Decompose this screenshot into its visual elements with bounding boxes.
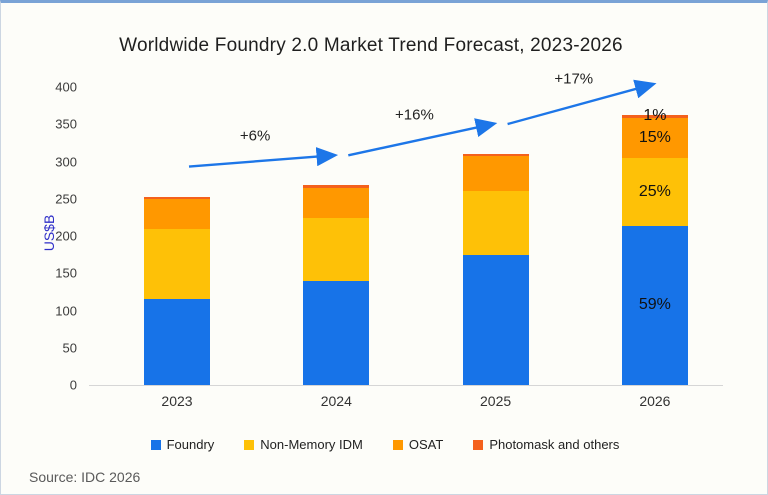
- growth-arrow: [188, 147, 339, 168]
- legend-item-label: OSAT: [408, 437, 444, 452]
- bar-segment-photomask-and-others: [462, 154, 529, 157]
- x-axis-line: [89, 385, 723, 386]
- bar-segment-photomask-and-others: [144, 196, 210, 199]
- segment-percent-label: 15%: [638, 128, 671, 146]
- legend-marker-icon: [244, 439, 255, 450]
- y-tick-label: 350: [55, 116, 77, 132]
- segment-percent-label: 25%: [638, 182, 671, 200]
- y-tick-label: 200: [55, 228, 77, 244]
- growth-arrows: [188, 79, 657, 168]
- bar-segment-foundry: [303, 281, 370, 385]
- growth-label: +6%: [239, 127, 271, 145]
- legend-marker-icon: [392, 439, 403, 450]
- x-axis-label: 2024: [320, 393, 352, 409]
- legend-item-label: Non-Memory IDM: [260, 437, 363, 452]
- bar-segment-non-memory-idm: [144, 228, 210, 299]
- source-note: Source: IDC 2026: [29, 469, 141, 485]
- bar-segment-photomask-and-others: [303, 185, 370, 188]
- bar-segment-foundry: [144, 298, 210, 385]
- legend-item-photomask-and-others: Photomask and others: [473, 437, 619, 452]
- bar-segment-non-memory-idm: [462, 190, 529, 256]
- growth-arrow: [348, 118, 498, 157]
- plot-area: 0 50 100 150 200 250 300 350 400 2023 2024 2025 59% 2…: [1, 3, 767, 494]
- bar-segment-non-memory-idm: [621, 157, 688, 226]
- growth-arrow: [507, 79, 657, 126]
- bar-segment-non-memory-idm: [303, 218, 370, 282]
- x-axis-label: 2025: [480, 393, 512, 409]
- growth-label: +16%: [395, 106, 434, 124]
- growth-label: +17%: [554, 70, 594, 88]
- bar-segment-photomask-and-others: [621, 114, 688, 118]
- legend: Foundry Non-Memory IDM OSAT Photomask and o…: [1, 437, 767, 452]
- bar-segment-osat: [303, 187, 370, 219]
- chart-title: Worldwide Foundry 2.0 Market Trend Forec…: [119, 35, 623, 56]
- legend-item-label: Foundry: [166, 437, 215, 452]
- legend-item-non-memory-idm: Non-Memory IDM: [244, 437, 363, 452]
- y-tick-label: 50: [62, 340, 77, 356]
- x-axis-label: 2023: [161, 393, 193, 409]
- bar-segment-foundry: [462, 255, 529, 385]
- legend-marker-icon: [150, 439, 161, 450]
- y-tick-label: 150: [55, 265, 77, 281]
- y-tick-label: 250: [55, 191, 77, 207]
- legend-item-foundry: Foundry: [150, 437, 215, 452]
- segment-percent-label: 59%: [638, 296, 671, 314]
- bar-segment-osat: [621, 117, 688, 158]
- legend-item-label: Photomask and others: [489, 437, 620, 452]
- legend-item-osat: OSAT: [392, 437, 444, 452]
- y-tick-label: 300: [55, 154, 77, 169]
- y-tick-label: 100: [55, 303, 77, 318]
- x-axis-label: 2026: [639, 393, 671, 409]
- legend-marker-icon: [473, 439, 484, 450]
- bar-segment-foundry: [621, 225, 688, 385]
- y-tick-label: 0: [69, 377, 77, 393]
- y-tick-label: 400: [55, 79, 77, 95]
- bar-segment-osat: [462, 156, 529, 191]
- segment-percent-label: 1%: [643, 107, 667, 125]
- bar-segment-osat: [144, 198, 210, 229]
